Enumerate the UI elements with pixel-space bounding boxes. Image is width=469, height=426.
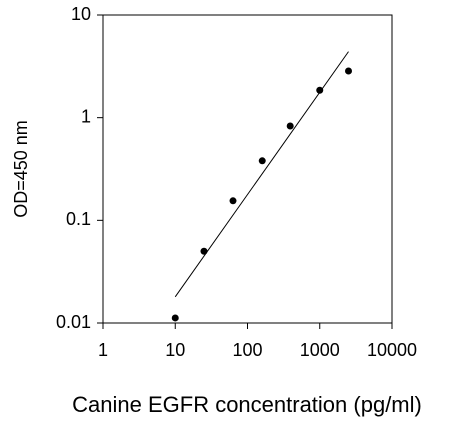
x-tick-label: 1 [98,340,108,360]
y-tick-label: 10 [71,4,91,24]
x-tick-label: 1000 [300,340,340,360]
data-point [258,157,266,165]
y-tick-label: 0.01 [56,312,91,332]
x-tick-label: 10 [165,340,185,360]
data-point [345,67,353,75]
data-point [286,122,294,130]
y-tick-label: 0.1 [66,209,91,229]
x-tick-label: 10000 [367,340,417,360]
data-point [316,86,324,94]
x-tick-label: 100 [232,340,262,360]
data-point [171,314,179,322]
data-point [200,247,208,255]
y-tick-label: 1 [81,106,91,126]
y-axis-label: OD=450 nm [11,120,31,218]
x-axis-label: Canine EGFR concentration (pg/ml) [72,392,422,417]
plot-frame [102,14,393,324]
data-point [229,197,237,205]
